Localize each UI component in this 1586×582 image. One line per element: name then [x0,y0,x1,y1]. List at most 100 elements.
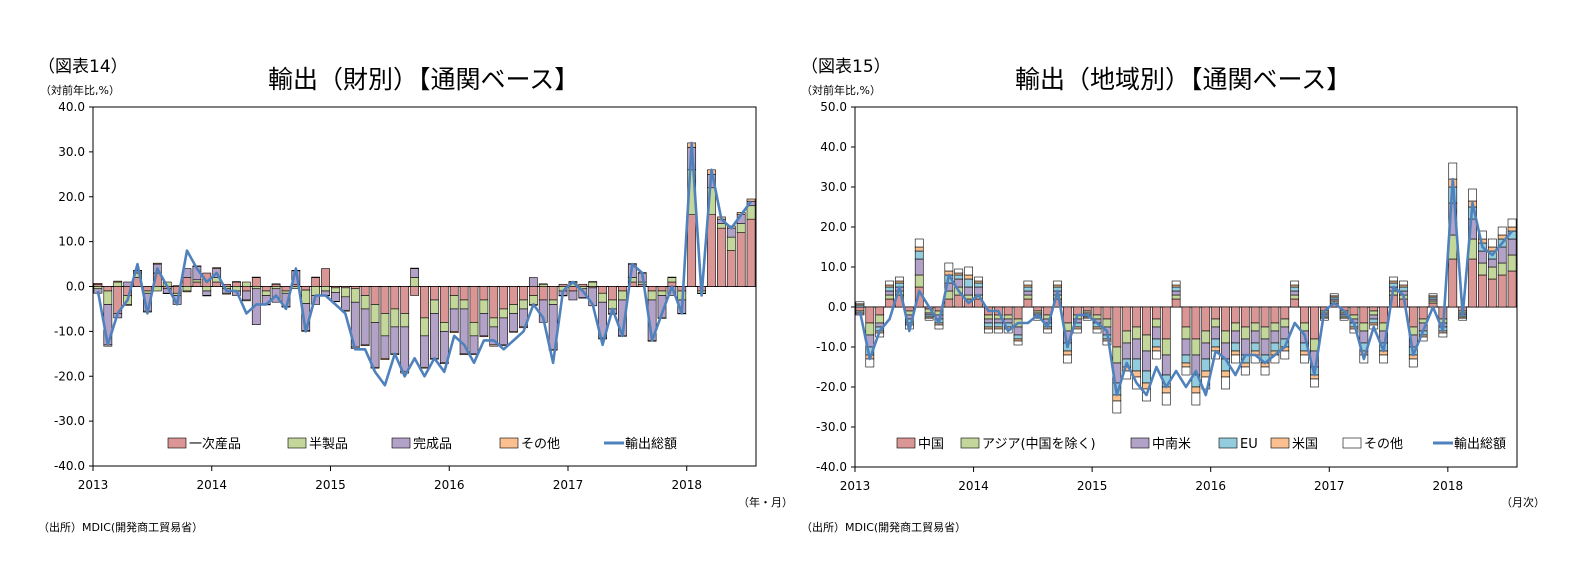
bar-segment [242,281,251,287]
bar-segment [212,281,222,287]
bar-segment [1240,338,1250,356]
bar-segment [360,344,370,347]
chart-panel-left: （図表14） 輸出（財別）【通関ベース】 （対前年比,%） （年・月） （出所）… [0,0,793,582]
bar-segment [707,214,716,287]
y-tick-label: -30.0 [816,420,847,434]
bar-segment [1211,318,1220,328]
y-tick-label: 50.0 [820,100,847,114]
bar-segment [1092,314,1102,320]
bar-segment [964,274,973,280]
bar-segment [855,301,865,305]
bar-segment [746,218,756,287]
bar-segment [984,322,993,328]
bar-segment [242,299,251,302]
bar-segment [588,281,598,287]
bar-segment [182,277,192,287]
bar-segment [598,286,607,294]
chart-svg: 50.0 40.0 30.0 20.0 10.0 0.0 -10.0 -20.0 -30.0 -4… [816,100,1518,493]
bar-segment [736,232,746,287]
bar-segment [657,286,667,292]
bar-segment [1043,328,1053,334]
bar-segment [1181,338,1191,356]
bar-segment [1161,354,1171,376]
y-tick-label: 40.0 [820,140,847,154]
bar-segment [103,290,113,305]
bar-segment [192,279,202,283]
x-unit-label: （年・月） [738,496,793,509]
bar-segment [1171,298,1181,308]
bar-segment [1132,306,1141,328]
bar-segment [1487,238,1497,248]
bar-segment [370,366,380,369]
bar-segment [993,322,1003,328]
legend-swatch [1270,437,1290,449]
bar-segment [360,308,370,346]
bar-segment [598,337,607,340]
y-tick-label: 30.0 [820,180,847,194]
bar-segment [1448,162,1458,180]
bar-segment [509,313,518,332]
bar-segment [1270,330,1280,344]
bar-segment [855,306,865,312]
bar-segment [1181,366,1191,376]
bars [93,142,756,374]
bar-segment [1240,366,1250,376]
bar-segment [340,287,350,298]
bar-segment [1478,250,1487,264]
bar-segment [113,280,123,283]
y-tick-label: 20.0 [58,190,85,204]
legend-swatch [287,437,307,449]
bar-segment [1181,326,1191,340]
bar-segment [1181,354,1191,364]
bar-segment [1063,306,1072,324]
bar-segment [1428,293,1438,297]
bar-segment [459,299,469,310]
bar-segment [984,328,993,334]
bar-segment [380,357,390,360]
bar-segment [1300,354,1309,364]
bar-segment [1122,306,1132,332]
bar-segment [1487,278,1497,308]
plot-area [854,106,1518,468]
bar-segment [726,250,736,287]
bar-segment [875,314,885,324]
bar-segment [1132,358,1141,372]
bar-segment [944,262,954,272]
legend-label: 米国 [1292,437,1318,452]
y-tick-label: -30.0 [54,414,85,428]
bar-segment [1152,306,1161,320]
bar-segment [964,286,973,296]
bar-segment [1142,350,1151,372]
x-tick-label: 2018 [1433,479,1464,493]
bar-segment [1112,306,1122,348]
bar-segment [1112,400,1122,414]
bar-segment [954,268,964,274]
bar-segment [1468,258,1477,308]
bar-segment [885,294,894,300]
bar-segment [1497,226,1507,236]
legend-swatch [1342,437,1362,449]
figure-label: （図表14） [38,57,128,77]
bar-segment [1290,286,1300,292]
bar-segment [1290,280,1300,286]
bar-segment [1063,350,1072,356]
bar-segment [301,289,311,304]
bar-segment [568,286,578,292]
x-tick-label: 2016 [434,478,465,492]
bar-segment [1152,346,1161,352]
bar-segment [1122,330,1132,344]
bar-segment [1359,322,1369,332]
bar-segment [1221,330,1230,344]
legend-label: 輸出総額 [625,437,677,452]
x-tick-label: 2017 [553,478,584,492]
bar-segment [1280,318,1290,328]
bar-segment [479,335,489,338]
bar-segment [885,290,894,296]
bar-segment [687,214,697,287]
bar-segment [1102,306,1112,320]
bar-segment [370,286,380,305]
bar-segment [113,281,123,287]
legend-swatch [391,437,411,449]
bar-segment [1132,326,1141,340]
bar-segment [1468,188,1477,202]
